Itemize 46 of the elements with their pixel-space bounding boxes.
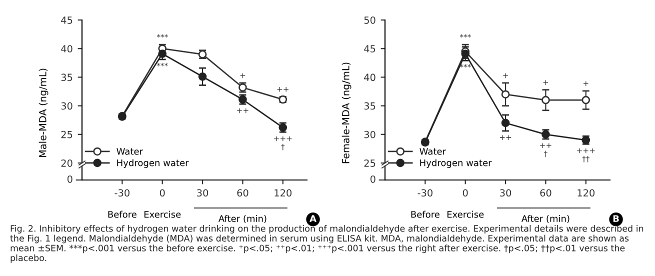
x-tick-label: 120	[274, 189, 292, 197]
point	[501, 118, 510, 128]
x-tick-label: 0	[160, 189, 165, 197]
legend-label: Hydrogen water	[117, 159, 189, 168]
x-tick-label: 120	[578, 189, 595, 197]
text: Exercise	[447, 210, 484, 218]
text: Before	[108, 210, 136, 218]
text: 0	[370, 175, 376, 183]
y-axis-title: Female-MDA (ng/mL)	[342, 62, 352, 164]
x-tick-label: -30	[114, 189, 130, 197]
y-tick-label: 25	[61, 130, 72, 138]
y-tick-label: 25	[364, 159, 376, 167]
y-tick-label: 40	[61, 45, 72, 52]
text: A	[310, 215, 316, 222]
y-tick-label: 30	[364, 130, 376, 138]
point	[198, 72, 207, 81]
text: After (min)	[521, 215, 570, 224]
x-tick-label: -30	[418, 189, 432, 197]
text: 0	[67, 175, 72, 183]
x-tick-label: 60	[540, 189, 552, 197]
point	[542, 96, 550, 104]
text: Before	[411, 210, 440, 218]
point	[158, 50, 167, 58]
y-tick-label: 40	[364, 74, 376, 82]
y-tick-label: 45	[61, 16, 72, 24]
text: B	[613, 215, 619, 222]
legend-label: Water	[116, 148, 143, 155]
y-tick-label: 45	[364, 45, 376, 52]
x-tick-label: 60	[237, 189, 248, 197]
x-tick-label: 0	[462, 189, 468, 197]
legend-label: Water	[420, 148, 446, 155]
legend-label: Hydrogen water	[420, 159, 492, 168]
x-tick-label: 30	[197, 189, 208, 197]
y-axis-title: Male-MDA (ng/mL)	[38, 68, 48, 158]
point	[582, 96, 590, 104]
y-tick-label: 50	[364, 16, 376, 24]
text: After (min)	[218, 215, 266, 224]
point	[461, 50, 470, 58]
y-tick-label: 35	[61, 74, 72, 82]
text: Exercise	[144, 210, 181, 218]
y-tick-label: 35	[364, 102, 376, 110]
caption: Fig. 2. Inhibitory effects of hydrogen water drinking on the production of malondialdehyde after exercise. Experimental details were described in the Fig. 1 legend. Malondialdehyde (MDA) was determined in serum using ELISA kit. MDA, malondialdehyde. Experimental data are shown as mean ±SEM. ***p<.001 versus the before exercise. ⁺p<.05; ⁺⁺p<.01; ⁺⁺⁺p<.001 versus the right after exercise. †p<.05; ††p<.01 versus the placebo.	[10, 225, 644, 263]
x-tick-label: 30	[500, 189, 512, 197]
y-tick-label: 30	[61, 102, 72, 110]
y-tick-label: 20	[61, 159, 72, 167]
point	[501, 90, 510, 99]
